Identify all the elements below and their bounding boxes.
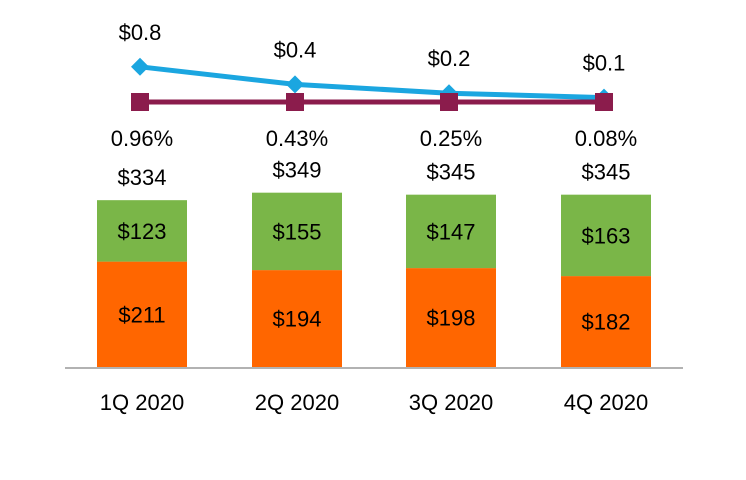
bar-segment: [561, 276, 651, 367]
line-point-marker: [286, 75, 304, 94]
bar-segment: [406, 194, 496, 269]
line-point-marker: [595, 93, 613, 111]
line-data-label: $0.4: [274, 37, 317, 62]
percentages-layer: 0.96% 0.43% 0.25% 0.08%: [111, 126, 637, 151]
total-label: $334: [118, 165, 167, 190]
lines-layer: [131, 57, 613, 111]
bar-data-label: $163: [582, 223, 631, 248]
line-data-label: $0.2: [428, 46, 471, 71]
total-label: $349: [273, 158, 322, 183]
percentage-label: 0.08%: [575, 126, 637, 151]
line-data-label: $0.8: [119, 20, 162, 45]
line-labels-layer: $0.8 $0.4 $0.2 $0.1: [119, 20, 626, 76]
bar-data-label: $182: [582, 310, 631, 335]
line-point-marker: [131, 57, 149, 76]
bar-data-label: $147: [427, 219, 476, 244]
bar-labels-layer: $211 $123 $194 $155 $198 $147 $182 $163: [118, 219, 631, 335]
bar-segment: [252, 270, 342, 367]
bar-segment: [252, 192, 342, 271]
bar-segment: [97, 261, 187, 367]
percentage-label: 0.25%: [420, 126, 482, 151]
line-data-label: $0.1: [583, 51, 626, 76]
line-point-marker: [440, 93, 458, 111]
line-point-marker: [131, 93, 149, 111]
percentage-label: 0.96%: [111, 126, 173, 151]
series-line: [139, 64, 605, 101]
bars-layer: [97, 192, 651, 367]
line-point-marker: [286, 93, 304, 111]
total-label: $345: [427, 160, 476, 185]
percentage-label: 0.43%: [266, 126, 328, 151]
bar-data-label: $123: [118, 219, 167, 244]
bar-data-label: $198: [427, 306, 476, 331]
x-tick-labels: 1Q 2020 2Q 2020 3Q 2020 4Q 2020: [100, 390, 648, 415]
bar-segment: [406, 268, 496, 367]
bar-data-label: $194: [273, 307, 322, 332]
bar-data-label: $211: [118, 302, 165, 327]
bar-segment: [97, 200, 187, 262]
x-tick-label: 3Q 2020: [409, 390, 493, 415]
bar-segment: [561, 194, 651, 277]
x-tick-label: 4Q 2020: [564, 390, 648, 415]
totals-layer: $334 $349 $345 $345: [118, 158, 631, 190]
x-tick-label: 2Q 2020: [255, 390, 339, 415]
x-tick-label: 1Q 2020: [100, 390, 184, 415]
bar-data-label: $155: [273, 219, 322, 244]
total-label: $345: [582, 160, 631, 185]
